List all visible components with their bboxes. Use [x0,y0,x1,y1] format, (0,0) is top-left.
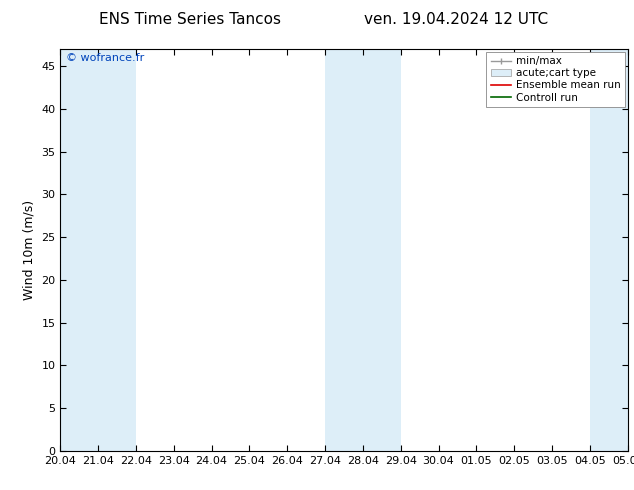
Y-axis label: Wind 10m (m/s): Wind 10m (m/s) [23,200,36,300]
Text: ven. 19.04.2024 12 UTC: ven. 19.04.2024 12 UTC [365,12,548,27]
Bar [325,49,401,451]
Text: © wofrance.fr: © wofrance.fr [66,53,144,63]
Text: ENS Time Series Tancos: ENS Time Series Tancos [99,12,281,27]
Bar [60,49,136,451]
Legend: min/max, acute;cart type, Ensemble mean run, Controll run: min/max, acute;cart type, Ensemble mean … [486,52,624,107]
Bar [590,49,628,451]
